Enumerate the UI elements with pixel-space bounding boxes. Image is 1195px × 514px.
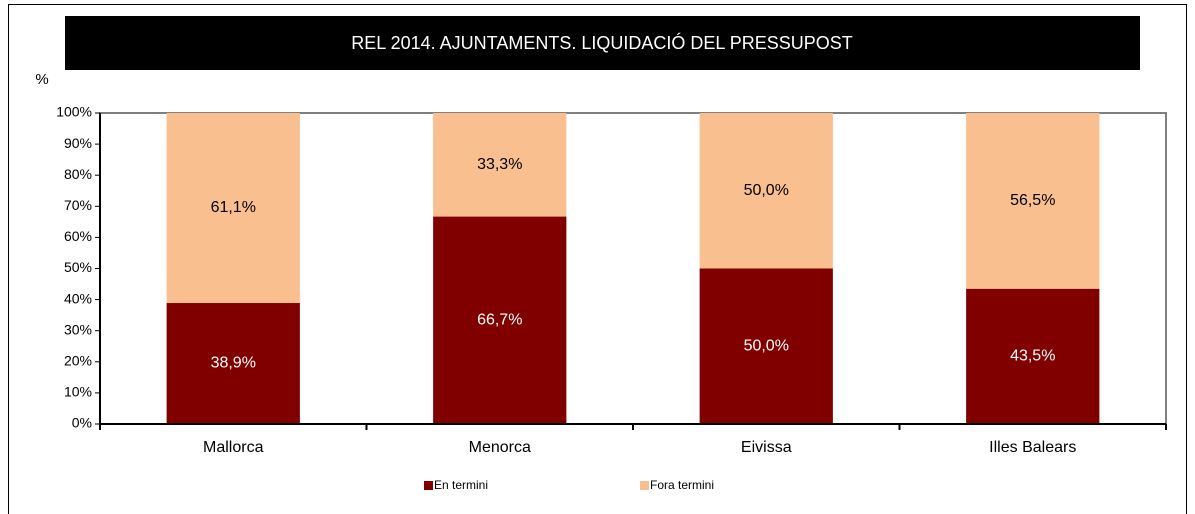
y-axis-label: %: [35, 71, 48, 88]
legend-label: En termini: [434, 478, 488, 492]
bar-segment: [433, 216, 567, 424]
legend-swatch: [424, 481, 433, 490]
bar-segment: [699, 113, 833, 269]
bar-segment: [699, 268, 833, 424]
data-label: 56,5%: [1010, 192, 1055, 209]
bar-segment: [966, 288, 1100, 424]
data-label: 43,5%: [1010, 348, 1055, 365]
y-tick-label: 70%: [64, 197, 92, 213]
legend-label: Fora termini: [650, 478, 714, 492]
y-tick-label: 20%: [64, 353, 92, 369]
bar-segment: [166, 303, 300, 424]
data-label: 50,0%: [744, 337, 789, 354]
data-label: 50,0%: [744, 182, 789, 199]
data-label: 61,1%: [211, 199, 256, 216]
legend-swatch: [640, 481, 649, 490]
y-tick-label: 90%: [64, 135, 92, 151]
y-tick-label: 30%: [64, 321, 92, 337]
y-tick-label: 60%: [64, 228, 92, 244]
y-tick-label: 0%: [72, 415, 92, 431]
data-label: 33,3%: [477, 156, 522, 173]
title-bar: [65, 16, 1140, 70]
x-tick-label: Menorca: [469, 439, 531, 456]
y-tick-label: 10%: [64, 384, 92, 400]
frame: [8, 4, 1187, 514]
x-tick-label: Mallorca: [203, 439, 264, 456]
bar-segment: [166, 113, 300, 304]
bar-segment: [433, 113, 567, 217]
x-tick-label: Eivissa: [741, 439, 792, 456]
y-tick-label: 50%: [64, 259, 92, 275]
bar-segment: [966, 113, 1100, 289]
data-label: 66,7%: [477, 312, 522, 329]
y-tick-label: 40%: [64, 290, 92, 306]
chart-title: REL 2014. AJUNTAMENTS. LIQUIDACIÓ DEL PR…: [351, 32, 852, 53]
data-label: 38,9%: [211, 355, 256, 372]
x-tick-label: Illes Balears: [989, 439, 1076, 456]
y-tick-label: 80%: [64, 166, 92, 182]
y-tick-label: 100%: [56, 104, 92, 120]
